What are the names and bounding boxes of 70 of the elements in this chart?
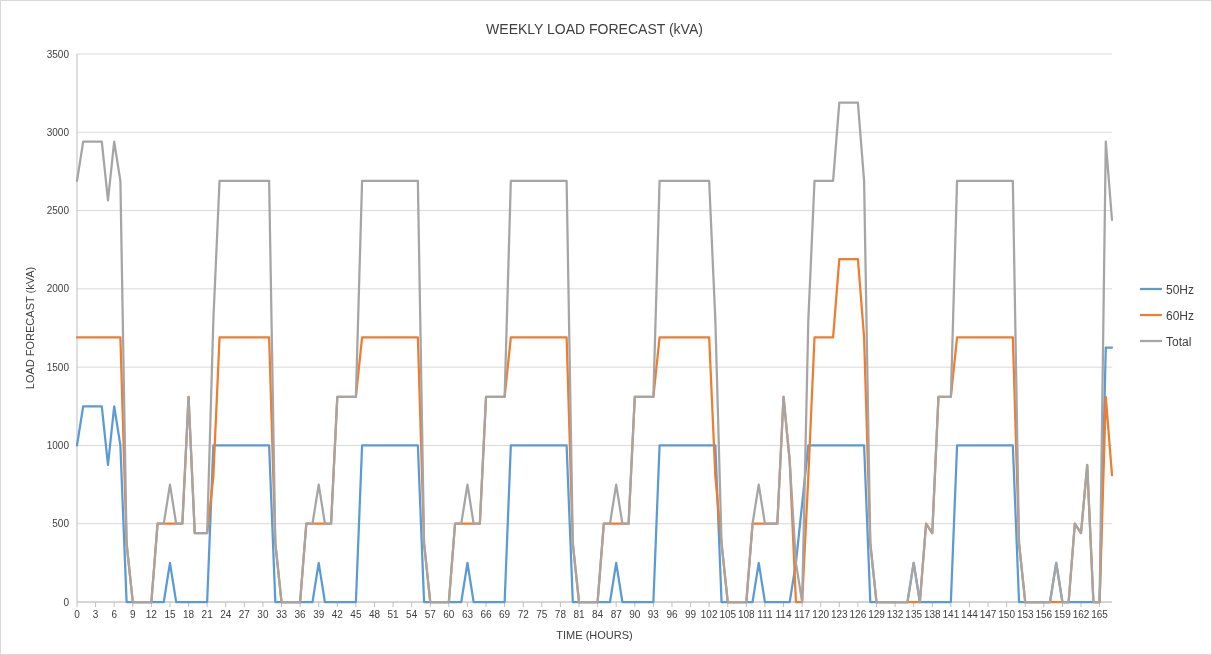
x-tick-label: 150 bbox=[998, 609, 1016, 620]
x-tick-label: 78 bbox=[554, 609, 567, 620]
x-tick-label: 9 bbox=[130, 609, 136, 620]
x-tick-label: 51 bbox=[387, 609, 400, 620]
x-tick-label: 108 bbox=[738, 609, 756, 620]
x-tick-label: 57 bbox=[424, 609, 437, 620]
x-tick-label: 72 bbox=[517, 609, 530, 620]
x-tick-label: 48 bbox=[368, 609, 381, 620]
x-tick-label: 30 bbox=[257, 609, 269, 620]
x-tick-label: 24 bbox=[220, 609, 232, 620]
x-tick-label: 21 bbox=[201, 609, 214, 620]
x-tick-label: 81 bbox=[573, 609, 586, 620]
x-tick-label: 126 bbox=[849, 609, 867, 620]
x-tick-label: 132 bbox=[886, 609, 904, 620]
x-tick-label: 120 bbox=[812, 609, 830, 620]
x-tick-label: 84 bbox=[592, 609, 604, 620]
x-tick-label: 141 bbox=[942, 609, 960, 620]
x-tick-label: 0 bbox=[74, 609, 81, 620]
legend-label: Total bbox=[1166, 334, 1192, 349]
x-tick-label: 87 bbox=[610, 609, 623, 620]
legend-label: 50Hz bbox=[1166, 282, 1195, 297]
y-tick-label: 2000 bbox=[46, 283, 70, 295]
x-tick-label: 33 bbox=[275, 609, 288, 620]
x-tick-label: 144 bbox=[961, 609, 979, 620]
x-tick-label: 102 bbox=[700, 609, 718, 620]
legend-label: 60Hz bbox=[1166, 308, 1195, 323]
x-tick-label: 6 bbox=[111, 609, 118, 620]
x-tick-label: 60 bbox=[443, 609, 455, 620]
x-tick-label: 39 bbox=[313, 609, 325, 620]
y-tick-label: 0 bbox=[63, 596, 70, 608]
x-tick-label: 117 bbox=[794, 609, 811, 620]
x-tick-label: 66 bbox=[480, 609, 493, 620]
x-tick-label: 90 bbox=[629, 609, 641, 620]
y-tick-label: 2500 bbox=[46, 205, 70, 217]
x-tick-label: 15 bbox=[164, 609, 176, 620]
y-tick-label: 3000 bbox=[46, 126, 70, 138]
x-tick-label: 54 bbox=[406, 609, 418, 620]
x-tick-label: 159 bbox=[1054, 609, 1072, 620]
x-tick-label: 12 bbox=[145, 609, 158, 620]
x-tick-label: 114 bbox=[775, 609, 792, 620]
y-tick-label: 1500 bbox=[46, 361, 70, 373]
x-tick-label: 93 bbox=[647, 609, 660, 620]
y-tick-label: 500 bbox=[52, 518, 70, 530]
y-tick-label: 1000 bbox=[46, 439, 70, 451]
x-tick-label: 63 bbox=[461, 609, 474, 620]
x-tick-label: 147 bbox=[979, 609, 997, 620]
x-tick-label: 111 bbox=[757, 609, 773, 620]
chart-title: WEEKLY LOAD FORECAST (kVA) bbox=[486, 21, 703, 37]
y-tick-label: 3500 bbox=[46, 48, 70, 60]
x-tick-label: 156 bbox=[1035, 609, 1053, 620]
x-tick-label: 75 bbox=[536, 609, 548, 620]
x-tick-label: 165 bbox=[1091, 609, 1109, 620]
x-tick-label: 135 bbox=[905, 609, 923, 620]
x-axis-title: TIME (HOURS) bbox=[556, 629, 633, 641]
x-tick-label: 129 bbox=[868, 609, 886, 620]
x-tick-label: 138 bbox=[923, 609, 942, 620]
x-tick-label: 153 bbox=[1016, 609, 1035, 620]
x-tick-label: 123 bbox=[830, 609, 849, 620]
x-tick-label: 105 bbox=[719, 609, 737, 620]
x-tick-label: 3 bbox=[92, 609, 99, 620]
y-axis-title: LOAD FORECAST (kVA) bbox=[24, 266, 36, 390]
x-tick-label: 162 bbox=[1072, 609, 1090, 620]
x-tick-label: 99 bbox=[685, 609, 697, 620]
x-tick-label: 96 bbox=[666, 609, 678, 620]
x-tick-label: 18 bbox=[182, 609, 195, 620]
x-tick-label: 36 bbox=[294, 609, 307, 620]
x-tick-label: 45 bbox=[350, 609, 362, 620]
x-tick-label: 42 bbox=[331, 609, 344, 620]
x-tick-label: 27 bbox=[238, 609, 251, 620]
x-tick-label: 69 bbox=[499, 609, 511, 620]
